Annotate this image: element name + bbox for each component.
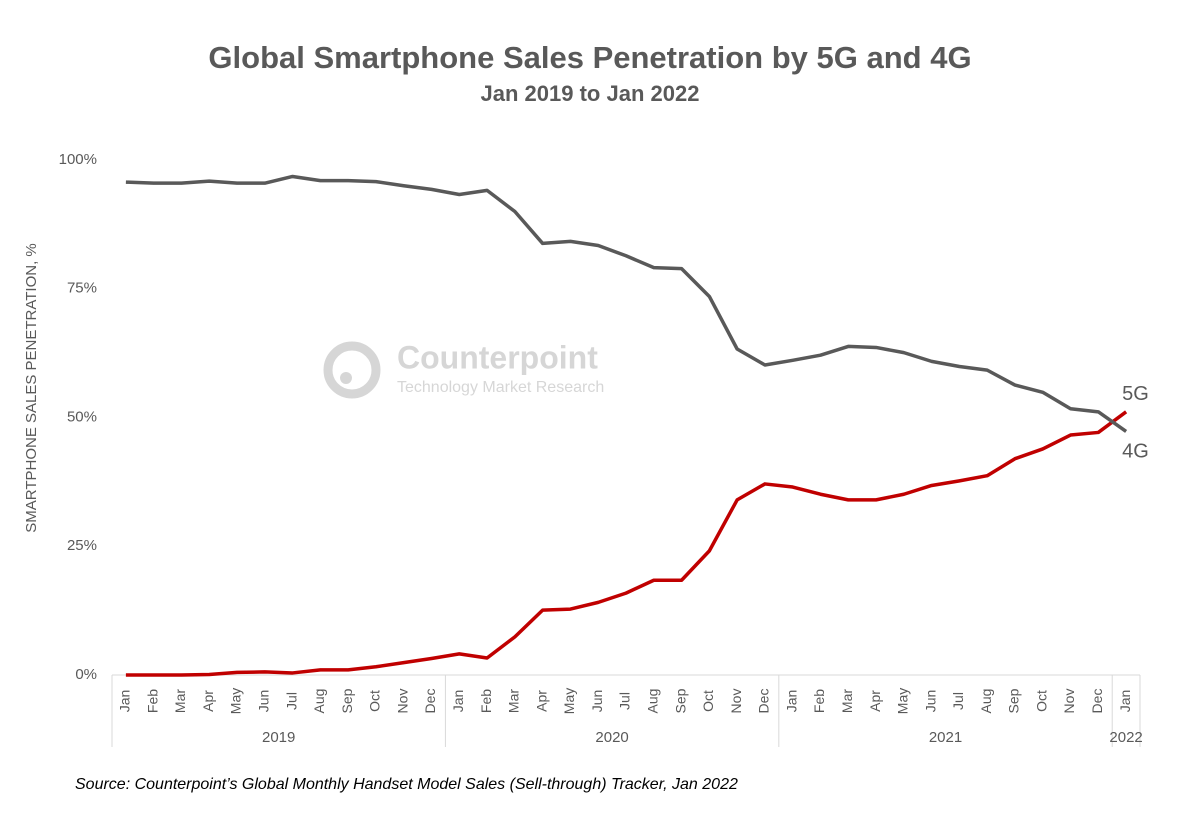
y-tick-label: 0%: [75, 666, 97, 683]
x-tick-label: Feb: [811, 689, 827, 713]
y-tick-label: 100%: [59, 151, 97, 168]
year-label: 2020: [595, 729, 628, 746]
x-tick-label: Jul: [283, 692, 299, 710]
chart-title: Global Smartphone Sales Penetration by 5…: [208, 40, 971, 75]
series-line: [125, 174, 1128, 433]
x-tick-label: Nov: [394, 689, 410, 714]
x-tick-label: Mar: [172, 689, 188, 713]
y-tick-label: 75%: [67, 280, 97, 297]
watermark-logo: [323, 341, 381, 399]
x-tick-label: Jan: [117, 690, 133, 713]
x-tick-label: Aug: [978, 689, 994, 714]
chart-subtitle: Jan 2019 to Jan 2022: [481, 81, 700, 106]
y-tick-label: 25%: [67, 537, 97, 554]
x-tick-label: Jul: [617, 692, 633, 710]
x-tick-label: Jul: [950, 692, 966, 710]
x-tick-label: Apr: [867, 690, 883, 712]
watermark: Counterpoint Technology Market Research: [323, 339, 604, 399]
x-tick-label: Jan: [1117, 690, 1133, 713]
x-tick-label: Jun: [589, 690, 605, 713]
x-tick-label: Mar: [506, 689, 522, 713]
x-tick-label: Jun: [256, 690, 272, 713]
y-axis-label: SMARTPHONE SALES PENETRATION, %: [23, 243, 40, 533]
year-label: 2021: [929, 729, 962, 746]
year-label: 2022: [1109, 729, 1142, 746]
x-tick-label: Aug: [311, 689, 327, 714]
x-tick-label: May: [561, 688, 577, 714]
x-tick-label: May: [228, 688, 244, 714]
watermark-logo-dot: [340, 372, 352, 384]
x-tick-label: Dec: [1089, 689, 1105, 714]
x-tick-label: Dec: [756, 689, 772, 714]
x-tick-label: Oct: [1033, 690, 1049, 712]
series-label: 5G: [1122, 383, 1149, 405]
x-tick-label: Sep: [1006, 688, 1022, 713]
x-tick-label: Nov: [728, 689, 744, 714]
x-tick-label: Feb: [478, 689, 494, 713]
x-tick-label: Oct: [700, 690, 716, 712]
series-label: 4G: [1122, 441, 1149, 463]
x-tick-label: Aug: [644, 689, 660, 714]
y-tick-label: 50%: [67, 408, 97, 425]
watermark-subtext: Technology Market Research: [397, 379, 604, 396]
x-tick-label: Oct: [367, 690, 383, 712]
series-line: [125, 410, 1128, 677]
x-tick-label: Jan: [783, 690, 799, 713]
x-tick-label: Apr: [200, 690, 216, 712]
x-tick-label: May: [895, 688, 911, 714]
watermark-text: Counterpoint: [397, 339, 598, 375]
source-note: Source: Counterpoint’s Global Monthly Ha…: [75, 776, 738, 793]
x-tick-label: Jun: [922, 690, 938, 713]
x-tick-label: Sep: [339, 688, 355, 713]
x-tick-label: Dec: [422, 689, 438, 714]
x-tick-label: Apr: [533, 690, 549, 712]
x-tick-label: Jan: [450, 690, 466, 713]
x-tick-label: Nov: [1061, 689, 1077, 714]
x-tick-label: Mar: [839, 689, 855, 713]
x-tick-label: Sep: [672, 688, 688, 713]
year-label: 2019: [262, 729, 295, 746]
x-tick-label: Feb: [144, 689, 160, 713]
